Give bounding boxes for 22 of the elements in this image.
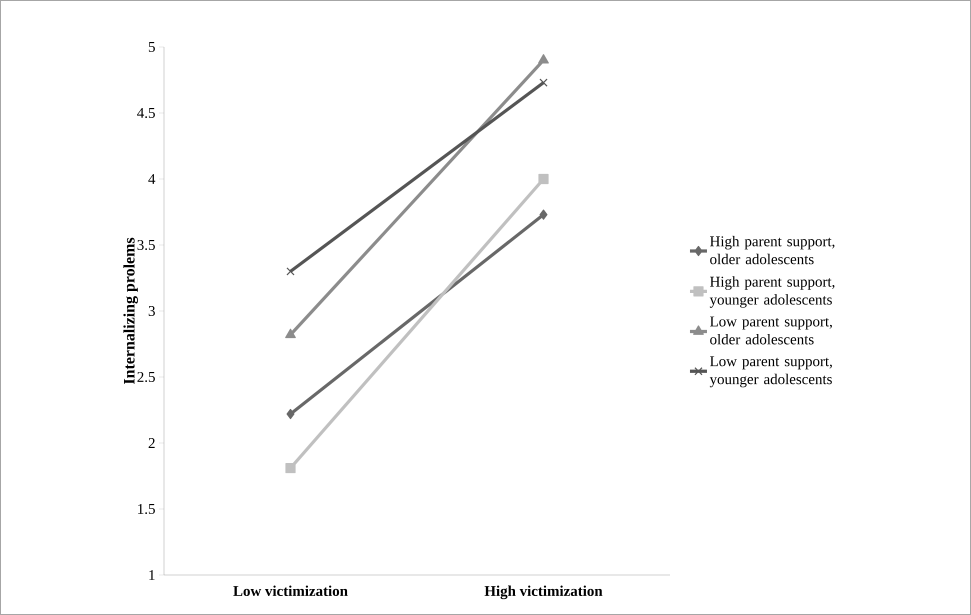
y-axis-title: Internalizing prolems (123, 238, 138, 384)
y-tick-label: 2.5 (137, 372, 155, 382)
legend-label: Low parent support, younger adolescents (710, 356, 832, 388)
legend-label: Low parent support, older adolescents (710, 316, 832, 344)
point (538, 174, 549, 184)
legend-label: High parent support, older adolescents (710, 236, 834, 264)
point (286, 408, 294, 420)
y-tick-label: 4.5 (137, 108, 155, 118)
y-tick-label: 1.5 (138, 504, 155, 514)
x-tick-label: High victimization (484, 586, 602, 600)
point (285, 462, 296, 474)
point (286, 267, 295, 276)
x-tick-label: Low victimization (233, 586, 348, 596)
y-tick-label: 5 (148, 42, 155, 52)
y-tick-label: 2 (148, 438, 155, 448)
point (539, 78, 548, 87)
point (540, 210, 548, 220)
y-tick-label: 3.5 (138, 240, 155, 250)
y-tick-label: 3 (148, 306, 155, 316)
y-tick-label: 1 (149, 570, 155, 580)
legend-label: High parent support, younger adolescents (710, 276, 834, 308)
y-tick-label: 4 (148, 174, 156, 184)
